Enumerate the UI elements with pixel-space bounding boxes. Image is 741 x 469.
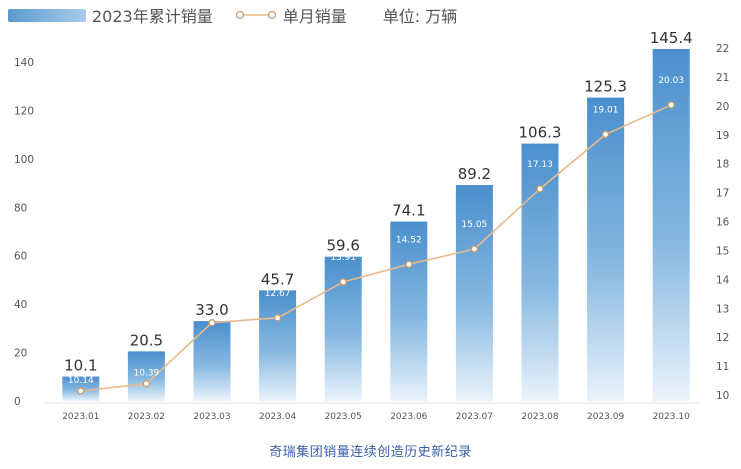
bar-value-label: 74.1 xyxy=(392,202,425,220)
right-tick-label: 11 xyxy=(716,361,729,373)
bar-value-label: 59.6 xyxy=(326,237,359,255)
left-tick-label: 140 xyxy=(14,57,34,69)
line-point xyxy=(470,245,479,253)
x-tick-label: 2023.04 xyxy=(259,412,296,422)
right-tick-label: 13 xyxy=(716,303,729,315)
bar xyxy=(390,221,428,401)
bar xyxy=(193,321,231,401)
right-tick-label: 14 xyxy=(716,274,730,286)
legend-unit: 单位: 万辆 xyxy=(382,7,458,26)
line-value-label: 12.67 xyxy=(265,289,291,299)
line-series: 10.14 10.39 12.50 12.67 13.91 14.52 15.05 17.13… xyxy=(68,76,684,395)
bar-value-label: 33.0 xyxy=(195,301,228,319)
line-point xyxy=(405,260,413,268)
right-tick-label: 15 xyxy=(716,245,729,257)
bar-value-label: 10.1 xyxy=(64,357,97,375)
line-point xyxy=(667,101,675,109)
legend-bar-swatch xyxy=(8,8,86,22)
x-tick-label: 2023.07 xyxy=(456,412,493,422)
legend-bar-label: 2023年累计销量 xyxy=(92,7,213,26)
right-tick-label: 12 xyxy=(716,332,729,344)
left-tick-label: 0 xyxy=(14,396,21,408)
line-value-label: 13.91 xyxy=(330,253,356,263)
bar xyxy=(455,185,493,401)
bar-value-label: 145.4 xyxy=(650,29,693,47)
right-tick-label: 20 xyxy=(716,101,729,113)
legend-line-label: 单月销量 xyxy=(282,7,347,26)
right-tick-label: 16 xyxy=(716,217,730,229)
left-tick-label: 120 xyxy=(14,105,34,117)
bar xyxy=(259,290,297,401)
x-tick-label: 2023.08 xyxy=(521,412,558,422)
right-tick-label: 19 xyxy=(716,130,729,142)
x-axis: 2023.01 2023.02 2023.03 2023.04 2023.05 2023.… xyxy=(44,402,700,422)
right-tick-label: 18 xyxy=(716,159,729,171)
line-value-label: 19.01 xyxy=(593,105,619,115)
line-point xyxy=(536,185,544,193)
x-tick-label: 2023.09 xyxy=(587,412,624,422)
monthly-line xyxy=(80,104,672,392)
x-tick-label: 2023.06 xyxy=(390,412,427,422)
chart-caption: 奇瑞集团销量连续创造历史新纪录 xyxy=(269,445,472,460)
x-tick-label: 2023.02 xyxy=(128,412,165,422)
x-tick-label: 2023.01 xyxy=(62,412,99,422)
bar-value-label: 106.3 xyxy=(519,124,562,142)
line-value-label: 15.05 xyxy=(462,220,488,230)
line-value-label: 10.39 xyxy=(134,369,160,379)
right-axis: 10 11 12 13 14 15 16 17 18 19 20 21 22 xyxy=(716,43,730,402)
right-tick-label: 21 xyxy=(716,72,729,84)
left-tick-label: 40 xyxy=(14,299,27,311)
line-value-label: 17.13 xyxy=(527,160,553,170)
left-tick-label: 100 xyxy=(14,154,34,166)
line-point xyxy=(142,380,151,388)
right-tick-label: 22 xyxy=(716,43,729,55)
legend: 2023年累计销量 单月销量 单位: 万辆 xyxy=(0,2,457,28)
line-point xyxy=(77,387,85,395)
left-axis: 0 20 40 60 80 100 120 140 xyxy=(14,57,34,408)
bar-value-label: 20.5 xyxy=(130,331,163,349)
line-point xyxy=(273,314,282,322)
bar-value-label: 125.3 xyxy=(584,78,627,96)
x-tick-label: 2023.03 xyxy=(193,412,230,422)
left-tick-label: 20 xyxy=(14,348,27,360)
bar xyxy=(521,143,559,401)
left-tick-label: 80 xyxy=(14,202,27,214)
bar-value-label: 89.2 xyxy=(458,165,491,183)
bar xyxy=(587,97,625,401)
line-value-label: 10.14 xyxy=(68,376,94,386)
line-point xyxy=(208,319,216,327)
line-value-label: 12.50 xyxy=(199,294,225,304)
x-tick-label: 2023.05 xyxy=(325,412,362,422)
right-tick-label: 17 xyxy=(716,188,729,200)
line-value-label: 20.03 xyxy=(658,76,684,86)
line-point xyxy=(601,130,610,139)
bar-value-label: 45.7 xyxy=(261,270,294,288)
right-tick-label: 10 xyxy=(716,390,729,402)
line-point xyxy=(339,278,347,286)
legend-line-swatch xyxy=(235,8,277,22)
bars: 10.1 20.5 33.0 45.7 59.6 74.1 89.2 106.3 125.3 14… xyxy=(62,29,693,401)
line-value-label: 14.52 xyxy=(396,235,422,245)
left-tick-label: 60 xyxy=(14,251,27,263)
x-tick-label: 2023.10 xyxy=(653,412,690,422)
bar xyxy=(127,351,165,401)
